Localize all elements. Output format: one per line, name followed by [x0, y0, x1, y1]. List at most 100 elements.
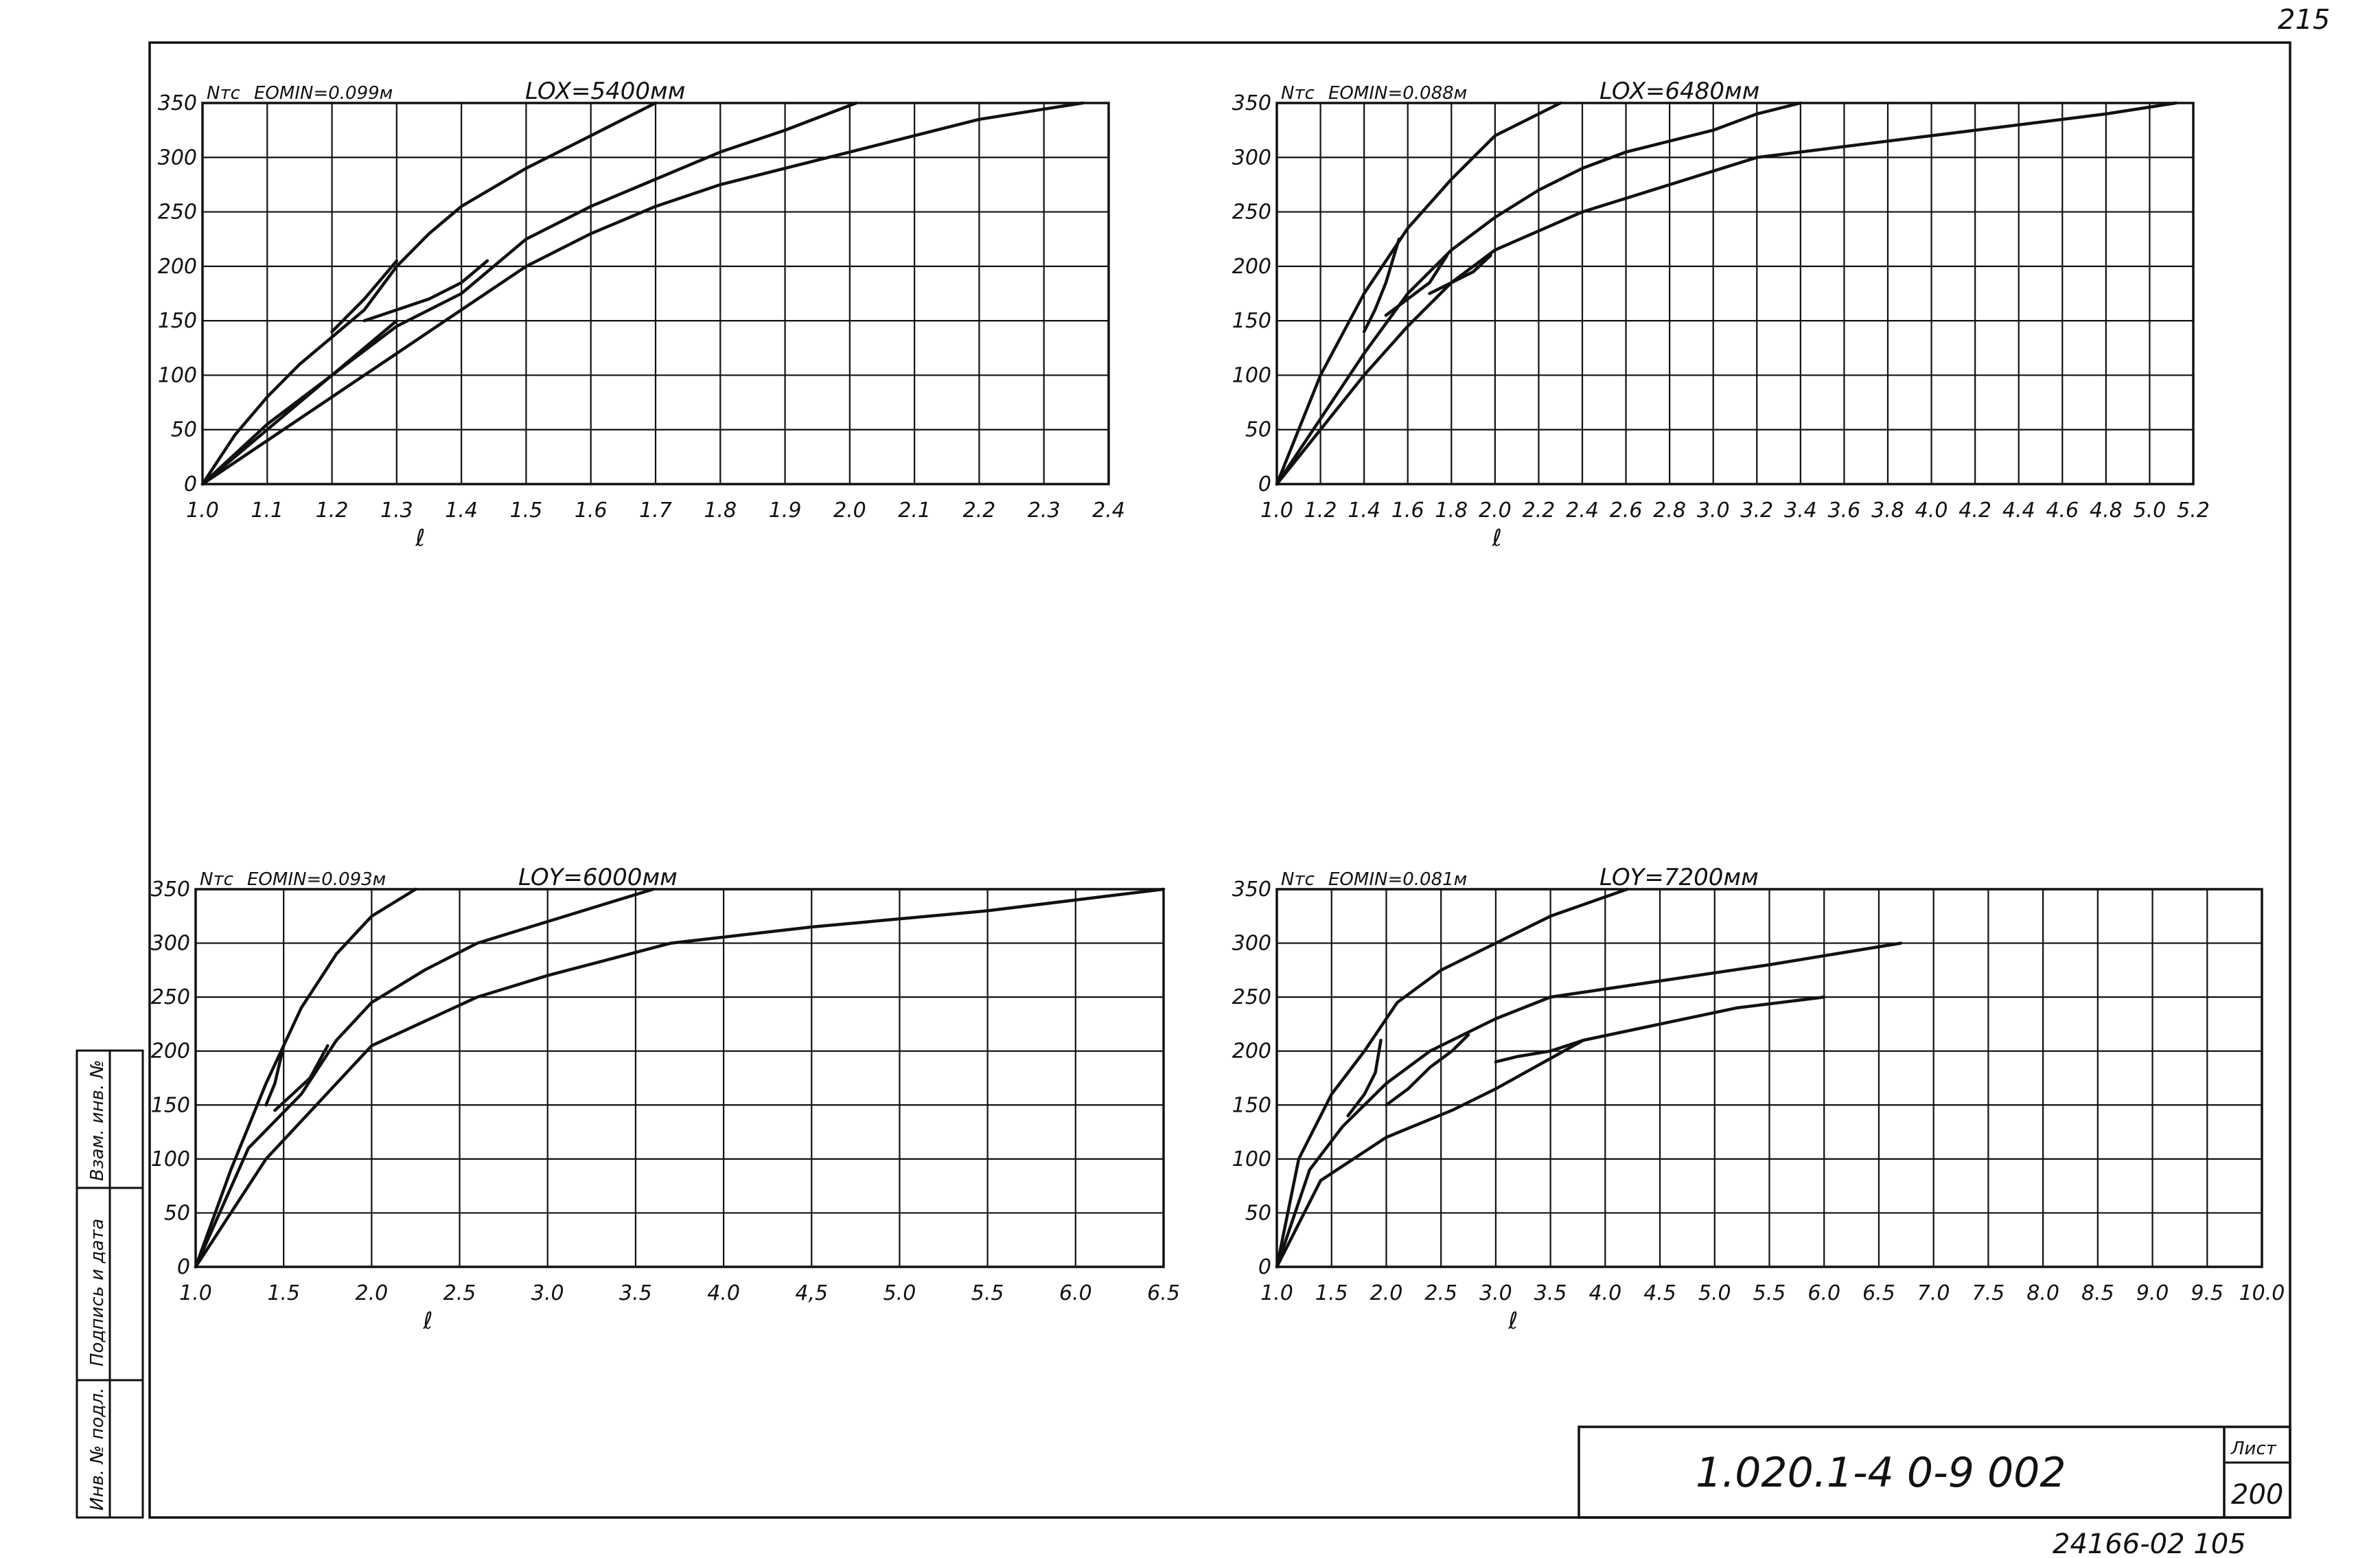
y-tick-label: 100: [158, 363, 197, 387]
x-tick-label: 3.8: [1871, 499, 1904, 523]
x-tick-label: 2.3: [1028, 499, 1061, 523]
doc-code: 1.020.1-4 0-9 002: [1696, 1449, 2066, 1497]
x-axis-label: ℓ: [1507, 1307, 1518, 1335]
series-line-6: [362, 259, 489, 323]
y-tick-label: 300: [151, 932, 190, 956]
x-axis-label: ℓ: [1492, 525, 1502, 552]
x-tick-label: 1.3: [380, 499, 413, 523]
x-tick-label: 4.8: [2090, 499, 2123, 523]
side-stamp-sign: Подпись и дата: [87, 1219, 108, 1366]
sheet-label: Лист: [2230, 1439, 2277, 1459]
chart-panel-loy-7200: 1.0 1.5 2.0 2.5 3.0 3.5 4.0 4.5 5.0 5.5 6.0 6.5 7.0 7…: [1232, 864, 2285, 1335]
sheet-frame: [148, 41, 2291, 1519]
y-tick-label: 350: [1232, 878, 1271, 902]
grid: [1275, 888, 2263, 1268]
x-tick-label: 5.5: [1753, 1281, 1786, 1305]
x-tick-label: 2.4: [1566, 499, 1599, 523]
y-axis-label: Nтс: [1281, 83, 1315, 104]
x-tick-label: 1.8: [704, 499, 737, 523]
y-tick-label: 300: [158, 146, 197, 170]
x-tick-label: 2.4: [1092, 499, 1125, 523]
y-tick-label: 0: [184, 472, 197, 496]
series-line-4: [1362, 237, 1401, 334]
x-axis-label: ℓ: [422, 1307, 432, 1335]
series-line-6: [1428, 253, 1492, 295]
side-stamp: Инв. № подл. Подпись и дата Взам. инв. №: [76, 1049, 144, 1519]
x-tick-label: 1.2: [316, 499, 349, 523]
x-tick-label: 2.0: [1370, 1281, 1403, 1305]
x-tick-label: 2.5: [1424, 1281, 1457, 1305]
series-line-3: [200, 101, 1085, 486]
series-line-1: [1275, 101, 1562, 486]
x-tick-label: 3.5: [1534, 1281, 1567, 1305]
series-line-2: [194, 887, 655, 1269]
series-line-6: [1494, 1038, 1585, 1064]
chart-panel-loy-6000: 1.0 1.5 2.0 2.5 3.0 3.5 4.0 4,5 5.0 5.5 6.0 6.5 0 50 1…: [151, 864, 1180, 1335]
emin-label: EOMIN=0.081м: [1328, 869, 1467, 890]
y-tick-label: 300: [1232, 146, 1271, 170]
x-tick-label: 4.6: [2046, 499, 2079, 523]
x-tick-label: 4.4: [2002, 499, 2035, 523]
x-tick-label: 1.9: [769, 499, 802, 523]
x-tick-label: 4,5: [795, 1281, 828, 1305]
y-axis-label: Nтс: [200, 869, 233, 890]
x-tick-label: 5.2: [2177, 499, 2210, 523]
x-tick-label: 7.0: [1917, 1281, 1950, 1305]
x-tick-label: 4.0: [1588, 1281, 1621, 1305]
x-tick-label: 1.2: [1304, 499, 1337, 523]
y-tick-label: 200: [158, 255, 197, 279]
x-tick-label: 5.0: [2134, 499, 2167, 523]
emin-label: EOMIN=0.093м: [247, 869, 386, 890]
y-axis-label: Nтс: [1281, 869, 1315, 890]
x-tick-label: 1.5: [267, 1281, 300, 1305]
x-tick-label: 5.5: [971, 1281, 1004, 1305]
x-tick-label: 3.4: [1784, 499, 1817, 523]
x-tick-label: 4.0: [1915, 499, 1948, 523]
x-tick-label: 9.0: [2136, 1281, 2169, 1305]
sheet-number: 200: [2231, 1479, 2283, 1511]
x-tick-label: 1.4: [445, 499, 478, 523]
x-tick-label: 1.8: [1435, 499, 1468, 523]
x-tick-label: 2.5: [443, 1281, 476, 1305]
series-line-3: [1275, 101, 2177, 486]
y-tick-label: 350: [158, 91, 197, 115]
x-tick-label: 2.1: [898, 499, 931, 523]
y-tick-label: 50: [171, 418, 197, 442]
x-tick-label: 1.0: [1260, 1281, 1293, 1305]
x-tick-label: 2.2: [1523, 499, 1556, 523]
title-block: 1.020.1-4 0-9 002 Лист 200: [1578, 1425, 2291, 1519]
x-axis-label: ℓ: [415, 525, 425, 552]
y-tick-label: 200: [151, 1040, 190, 1064]
series-line-1: [194, 887, 417, 1269]
footer-code: 24166-02 105: [2053, 1528, 2246, 1558]
y-tick-label: 0: [177, 1255, 190, 1279]
y-tick-label: 150: [1232, 1093, 1271, 1117]
series-line-2: [1275, 101, 1803, 486]
y-axis-label: Nтс: [207, 83, 240, 104]
series-line-5: [1384, 253, 1449, 317]
length-label: LOY=7200мм: [1599, 864, 1759, 891]
side-stamp-inv: Инв. № подл.: [87, 1388, 108, 1511]
y-tick-label: 0: [1258, 472, 1271, 496]
x-tick-label: 4.5: [1643, 1281, 1676, 1305]
y-tick-label: 100: [1232, 1147, 1271, 1171]
x-tick-label: 2.2: [963, 499, 996, 523]
x-tick-label: 1.0: [186, 499, 219, 523]
chart-panel-lox-6480: 1.0 1.2 1.4 1.6 1.8 2.0 2.2 2.4 2.6 2.8 3.0 3.2 3.4 3…: [1232, 78, 2210, 552]
series-line-2: [200, 101, 858, 486]
y-tick-label: 150: [158, 309, 197, 333]
x-tick-label: 1.6: [1391, 499, 1424, 523]
y-tick-label: 100: [1232, 363, 1271, 387]
side-stamp-replace: Взам. инв. №: [87, 1059, 108, 1181]
y-tick-label: 350: [151, 878, 190, 902]
x-tick-label: 3.0: [531, 1281, 564, 1305]
x-tick-label: 4.2: [1959, 499, 1991, 523]
x-tick-label: 3.5: [619, 1281, 652, 1305]
x-tick-label: 1.0: [1260, 499, 1293, 523]
y-tick-label: 300: [1232, 932, 1271, 956]
y-tick-label: 250: [158, 201, 197, 225]
series-line-1: [1275, 887, 1629, 1269]
x-tick-label: 4.0: [707, 1281, 740, 1305]
y-tick-label: 100: [151, 1147, 190, 1171]
